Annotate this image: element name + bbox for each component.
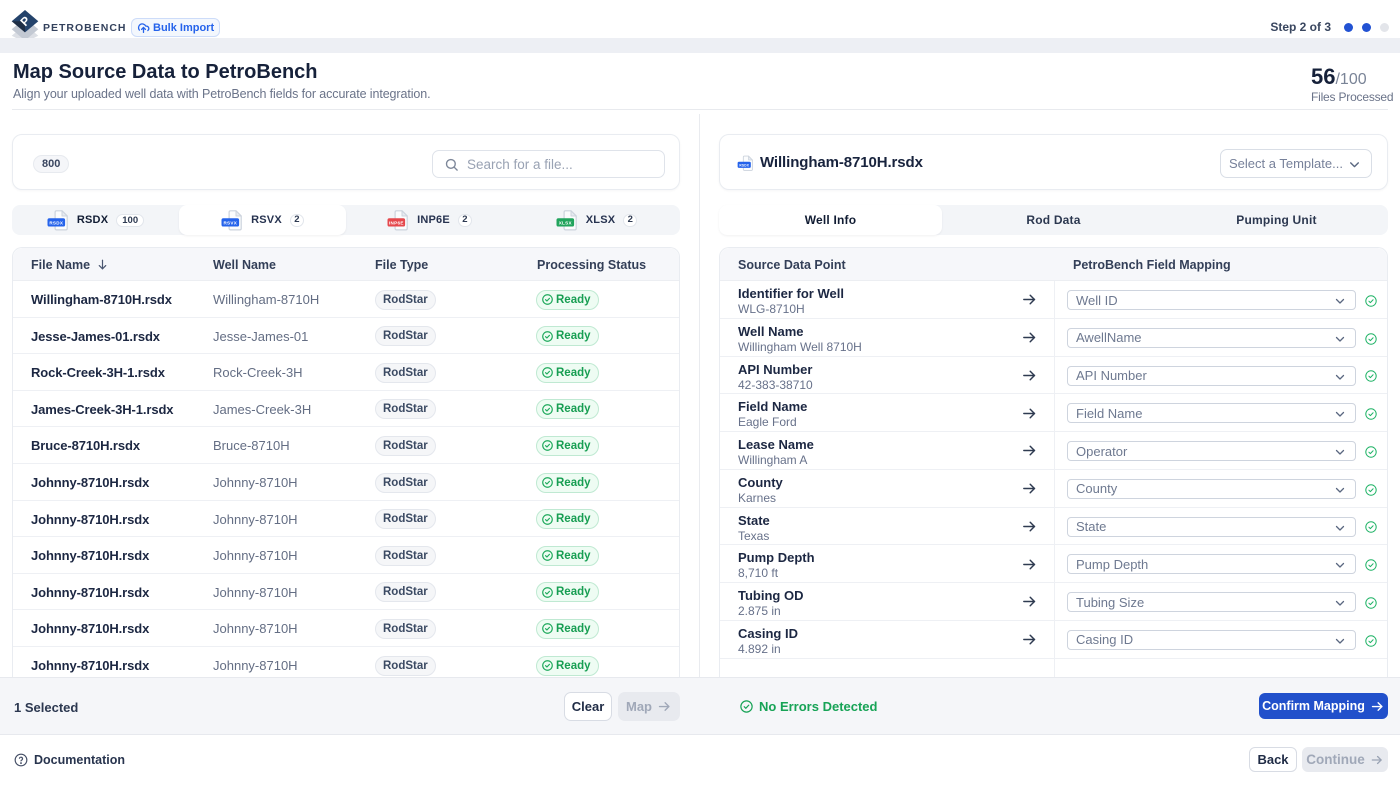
svg-text:RSDX: RSDX xyxy=(49,220,64,225)
svg-text:INP6E: INP6E xyxy=(389,220,404,225)
svg-text:RSVX: RSVX xyxy=(224,220,238,225)
svg-text:XLSX: XLSX xyxy=(558,220,572,225)
svg-text:RSDX: RSDX xyxy=(739,163,749,167)
